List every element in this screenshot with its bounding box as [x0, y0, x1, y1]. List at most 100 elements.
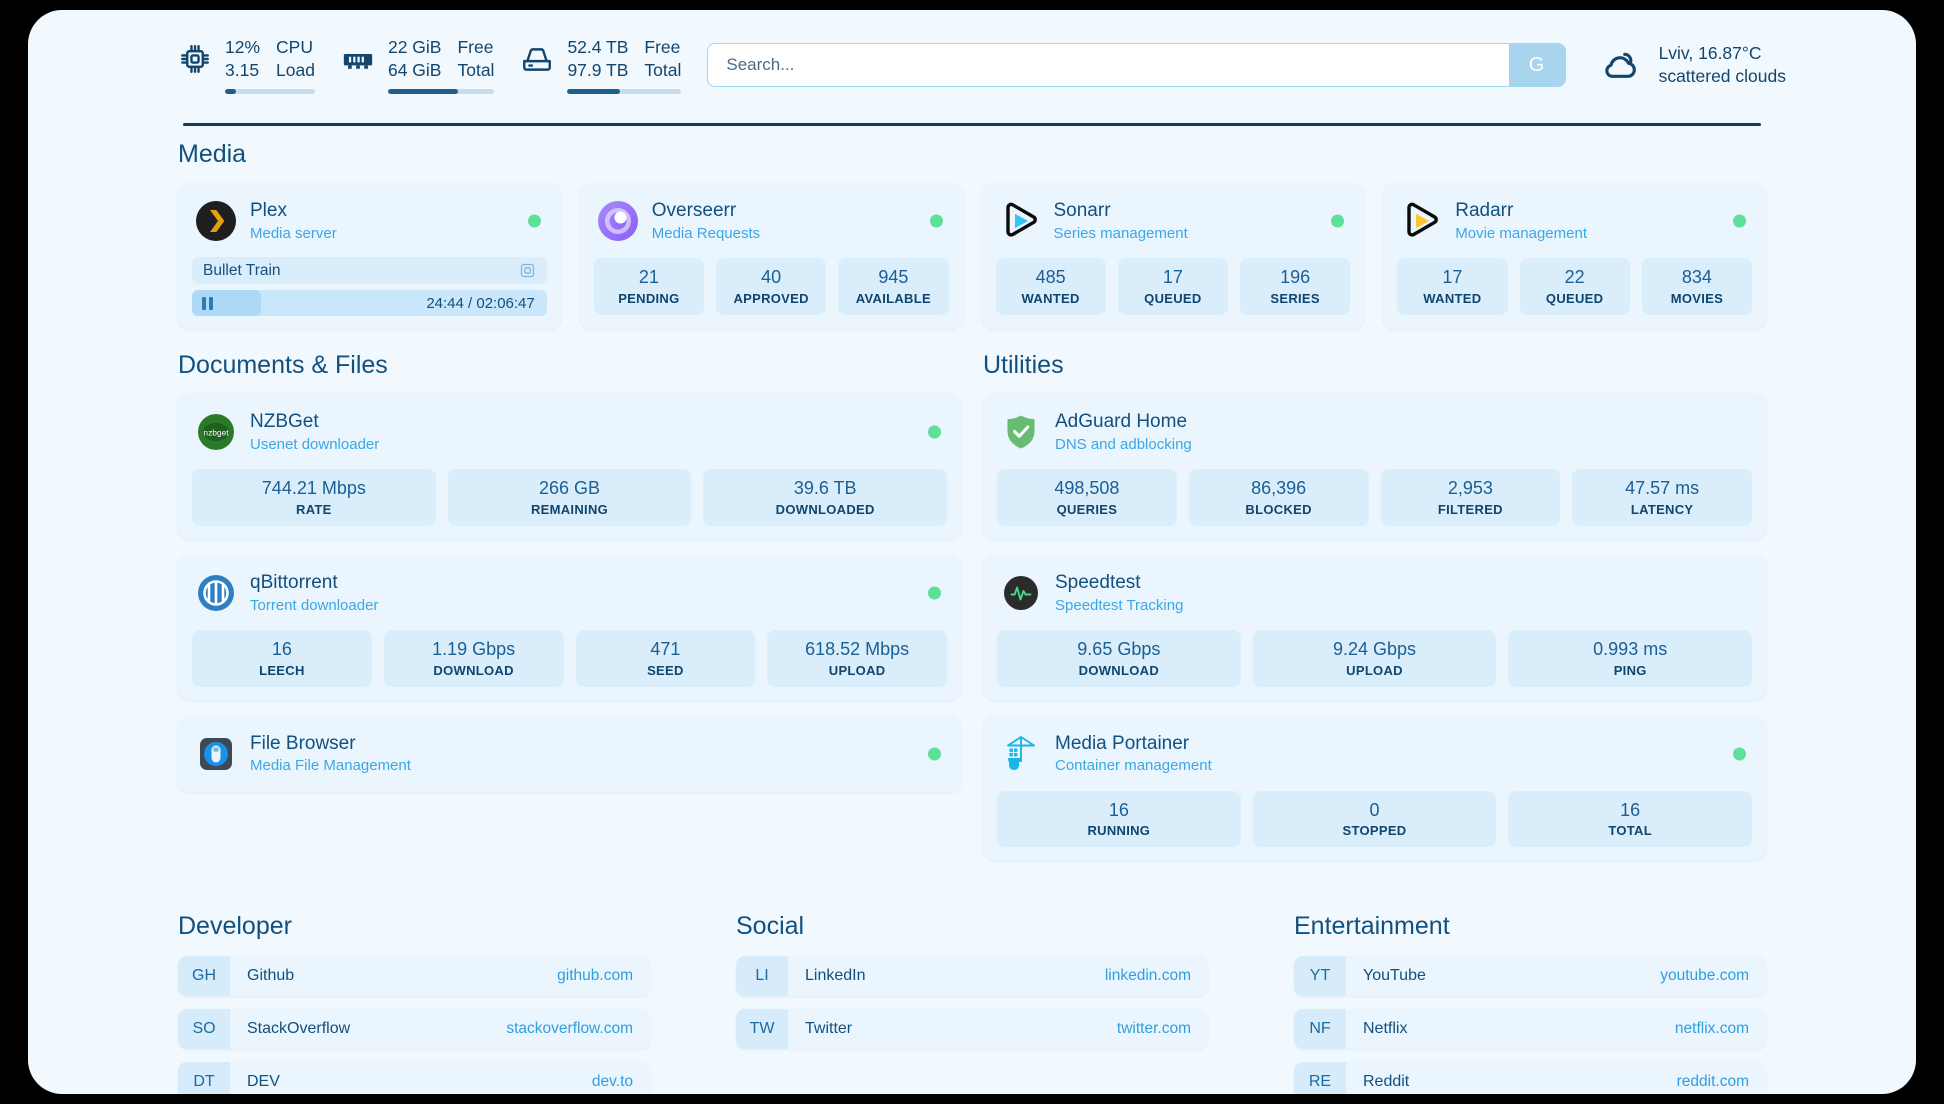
- documents-section-title: Documents & Files: [178, 351, 388, 380]
- service-card-text: File Browser Media File Management: [250, 732, 411, 776]
- memory-labels: Free Total: [457, 36, 494, 82]
- service-stat: 21 PENDING: [593, 258, 704, 315]
- bookmark-name: Netflix: [1363, 1020, 1408, 1038]
- disk-icon: [520, 42, 554, 76]
- bookmark-item[interactable]: TW Twitter twitter.com: [736, 1009, 1208, 1050]
- utilities-card-list: AdGuard Home DNS and adblocking 498,508 QUE…: [983, 394, 1766, 861]
- service-card[interactable]: Sonarr Series management 485 WANTED 17 QUEUED…: [981, 183, 1365, 330]
- bookmark-item[interactable]: DT DEV dev.to: [178, 1062, 650, 1094]
- bookmark-name: Reddit: [1363, 1073, 1410, 1091]
- status-badge: [1331, 214, 1345, 228]
- search-engine-button[interactable]: G: [1508, 44, 1565, 86]
- service-card[interactable]: Media Portainer Container management 16 RUN…: [983, 715, 1766, 861]
- bookmark-item[interactable]: GH Github github.com: [178, 956, 650, 997]
- disk-label: Free: [644, 36, 681, 57]
- bookmark-name: DEV: [247, 1073, 280, 1091]
- bookmark-abbr: GH: [178, 956, 230, 997]
- service-card[interactable]: Plex Media server Bullet Train 24:44 / 02:0…: [178, 183, 561, 330]
- dashboard-app: 12% 3.15 CPU Load: [28, 10, 1916, 1094]
- service-stats-row: 16 LEECH 1.19 Gbps DOWNLOAD 471 SEED 618.52 Mb…: [192, 630, 947, 687]
- service-stat-label: DOWNLOAD: [1078, 662, 1160, 678]
- service-name: File Browser: [250, 732, 356, 754]
- documents-card-list: nzbget NZBGet Usenet downloader 744.21 Mbps…: [178, 394, 961, 792]
- media-section-title: Media: [178, 140, 247, 168]
- memory-usage-bar: [387, 89, 495, 95]
- service-stat-value: 16: [271, 639, 292, 660]
- now-playing-row[interactable]: Bullet Train: [192, 257, 547, 285]
- status-badge: [1733, 747, 1746, 761]
- disk-free-value: 52.4 TB: [567, 36, 629, 57]
- service-stat-value: 47.57 ms: [1625, 478, 1700, 499]
- utilities-section-title: Utilities: [983, 351, 1064, 380]
- status-badge: [928, 586, 941, 600]
- service-card[interactable]: Overseerr Media Requests 21 PENDING 40 APPROV…: [579, 183, 963, 330]
- disk-total-value: 97.9 TB: [567, 60, 629, 80]
- bookmark-item[interactable]: NF Netflix netflix.com: [1294, 1009, 1766, 1050]
- service-stat: 22 QUEUED: [1519, 258, 1630, 315]
- service-card[interactable]: AdGuard Home DNS and adblocking 498,508 QUE…: [983, 394, 1766, 539]
- service-stat: 196 SERIES: [1240, 258, 1351, 315]
- weather-condition: scattered clouds: [1658, 66, 1786, 86]
- playback-progress-bar[interactable]: 24:44 / 02:06:47: [192, 290, 547, 317]
- portainer-icon: [1001, 734, 1041, 774]
- service-name: AdGuard Home: [1055, 411, 1188, 433]
- service-card[interactable]: Speedtest Speedtest Tracking 9.65 Gbps DOWN…: [983, 554, 1766, 700]
- service-subtitle: Media Requests: [651, 224, 761, 242]
- service-subtitle: Series management: [1053, 224, 1188, 242]
- service-stat: 2,953 FILTERED: [1380, 469, 1561, 526]
- service-stat-value: 0: [1369, 799, 1380, 820]
- service-subtitle: Media server: [250, 224, 337, 242]
- documents-section: Documents & Files nzbget NZBGet Usenet dow…: [178, 351, 961, 860]
- cpu-label: CPU: [276, 36, 313, 57]
- search-input[interactable]: [708, 44, 1509, 86]
- bookmark-group: Developer GH Github github.com SO StackOverfl…: [178, 912, 650, 1094]
- service-stat-label: APPROVED: [733, 290, 809, 306]
- bookmark-group: Entertainment YT YouTube youtube.com NF Netfl…: [1294, 912, 1766, 1094]
- service-card-text: NZBGet Usenet downloader: [250, 410, 379, 454]
- service-stat-label: UPLOAD: [828, 662, 886, 678]
- service-card-text: Overseerr Media Requests: [652, 199, 760, 243]
- service-stat-label: PING: [1613, 662, 1647, 678]
- pause-icon[interactable]: [202, 296, 213, 310]
- memory-free-value: 22 GiB: [387, 36, 442, 57]
- service-stat-value: 2,953: [1447, 478, 1493, 499]
- service-stat-value: 196: [1280, 267, 1311, 288]
- cpu-usage-bar: [225, 89, 315, 95]
- service-card-header: AdGuard Home DNS and adblocking: [997, 407, 1752, 457]
- service-stats-row: 498,508 QUERIES 86,396 BLOCKED 2,953 FILTERED…: [997, 469, 1752, 526]
- service-stat: 16 TOTAL: [1508, 790, 1753, 848]
- service-stat-label: BLOCKED: [1245, 501, 1312, 517]
- service-subtitle: Speedtest Tracking: [1055, 596, 1184, 614]
- search-bar[interactable]: G: [707, 43, 1566, 87]
- bookmark-item[interactable]: LI LinkedIn linkedin.com: [736, 956, 1208, 997]
- service-subtitle: Movie management: [1455, 224, 1587, 242]
- cloud-icon: [1600, 43, 1644, 87]
- filebrowser-icon: [196, 734, 236, 774]
- service-stat: 39.6 TB DOWNLOADED: [703, 469, 948, 526]
- cast-icon[interactable]: [519, 262, 536, 279]
- svg-text:nzbget: nzbget: [203, 428, 229, 438]
- cpu-values: 12% 3.15: [225, 36, 260, 82]
- service-stat-label: DOWNLOADED: [775, 501, 875, 517]
- cpu-load-value: 3.15: [225, 60, 260, 80]
- top-status-bar: 12% 3.15 CPU Load: [28, 10, 1916, 120]
- service-card[interactable]: File Browser Media File Management: [178, 715, 961, 792]
- bookmarks-grid: Developer GH Github github.com SO StackOverfl…: [178, 912, 1766, 1094]
- now-playing-title: Bullet Train: [203, 261, 281, 279]
- service-card[interactable]: Radarr Movie management 17 WANTED 22 QUEUED 83…: [1383, 183, 1766, 330]
- plex-icon: [196, 201, 236, 242]
- service-stat-label: FILTERED: [1437, 501, 1503, 517]
- service-stat-value: 16: [1108, 799, 1129, 820]
- bookmark-item[interactable]: RE Reddit reddit.com: [1294, 1062, 1766, 1094]
- service-stat: 744.21 Mbps RATE: [192, 469, 436, 526]
- service-card[interactable]: nzbget NZBGet Usenet downloader 744.21 Mbps…: [178, 394, 961, 539]
- cpu-label-2: Load: [276, 60, 315, 80]
- bookmark-item[interactable]: SO StackOverflow stackoverflow.com: [178, 1009, 650, 1050]
- cpu-labels: CPU Load: [276, 36, 315, 82]
- service-stat-label: QUEUED: [1545, 290, 1604, 306]
- bookmark-item[interactable]: YT YouTube youtube.com: [1294, 956, 1766, 997]
- service-card[interactable]: qBittorrent Torrent downloader 16 LEECH 1.19…: [178, 554, 961, 700]
- status-badge: [527, 214, 541, 228]
- ram-icon: [341, 42, 375, 76]
- mid-sections: Documents & Files nzbget NZBGet Usenet dow…: [28, 329, 1916, 861]
